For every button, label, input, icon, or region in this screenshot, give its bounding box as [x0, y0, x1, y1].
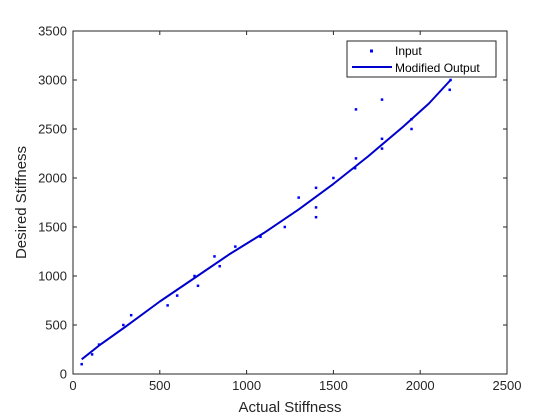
- input-point: [259, 235, 262, 239]
- y-tick-label: 2000: [38, 171, 67, 186]
- input-point: [314, 215, 318, 219]
- input-point: [283, 225, 287, 229]
- input-point: [90, 353, 94, 356]
- input-point: [380, 147, 384, 150]
- input-point: [166, 304, 169, 307]
- modified-output-line: [81, 79, 452, 361]
- x-tick-label: 2000: [406, 378, 435, 393]
- x-tick-label: 0: [69, 378, 76, 393]
- input-point: [234, 245, 237, 248]
- tick-labels: 0 500 1000 1500 2000 2500 0 500 1000 1500 2000 2500…: [38, 24, 521, 394]
- input-point: [193, 274, 196, 278]
- plot-area: [73, 31, 507, 374]
- input-point: [175, 294, 179, 297]
- legend-label-modified-output: Modified Output: [395, 61, 480, 75]
- y-tick-label: 1000: [38, 269, 67, 284]
- legend: Input Modified Output: [346, 40, 497, 78]
- input-point: [122, 323, 125, 327]
- input-point: [196, 284, 200, 288]
- axes-box: [72, 30, 508, 375]
- input-point: [213, 255, 216, 258]
- input-point: [218, 264, 221, 268]
- y-tick-label: 1500: [38, 220, 67, 235]
- input-point: [314, 206, 318, 209]
- input-point: [129, 313, 133, 317]
- y-tick-label: 3500: [38, 24, 67, 39]
- input-point: [380, 98, 384, 101]
- input-point: [410, 127, 413, 131]
- input-point: [80, 362, 83, 366]
- y-tick-label: 0: [60, 367, 67, 382]
- legend-box: [346, 40, 497, 78]
- x-axis-label: Actual Stiffness: [238, 399, 341, 416]
- legend-label-input: Input: [395, 44, 422, 58]
- x-tick-label: 1500: [319, 378, 348, 393]
- input-point: [314, 186, 318, 190]
- x-tick-label: 1000: [232, 378, 261, 393]
- input-point: [353, 166, 357, 170]
- input-point: [380, 137, 384, 141]
- y-tick-label: 2500: [38, 122, 67, 137]
- input-point: [297, 196, 300, 199]
- y-tick-label: 3000: [38, 73, 67, 88]
- input-point: [332, 176, 335, 180]
- series-layer: [80, 78, 452, 366]
- input-point: [448, 88, 451, 92]
- x-tick-label: 500: [149, 378, 171, 393]
- legend-marker-input: [370, 49, 373, 53]
- x-tick-label: 2500: [493, 378, 522, 393]
- y-tick-label: 500: [45, 318, 67, 333]
- input-point: [354, 108, 358, 111]
- input-point: [354, 157, 358, 160]
- axes: [72, 30, 508, 375]
- tick-marks: [72, 30, 508, 375]
- y-axis-label: Desired Stiffness: [13, 146, 30, 259]
